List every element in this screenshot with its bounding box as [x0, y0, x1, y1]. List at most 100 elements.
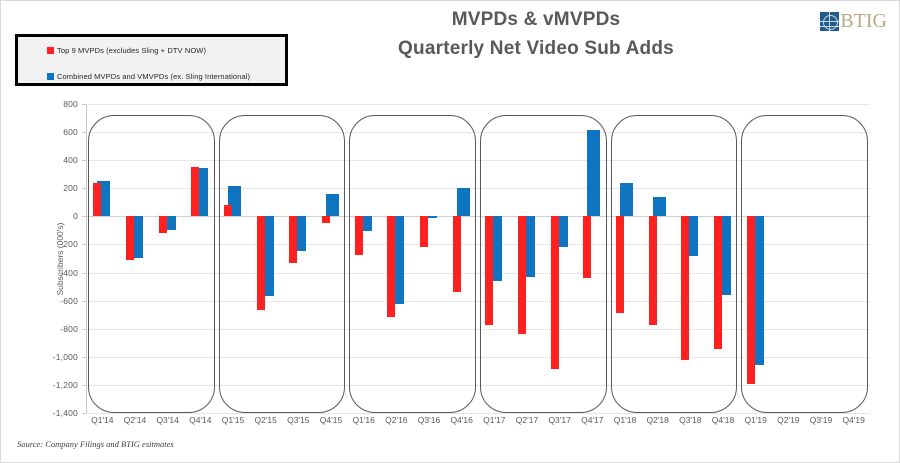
x-tick-label: Q4'15 [319, 415, 343, 425]
gridline [86, 104, 870, 105]
bar-top9-mvpd [583, 216, 592, 279]
x-tick-label: Q3'18 [679, 415, 702, 425]
bar-top9-mvpd [224, 205, 232, 217]
bar-top9-mvpd [158, 216, 167, 233]
bar-combined-mvpd-vmvpd [620, 182, 633, 217]
gridline [86, 132, 870, 134]
x-tick-label: Q2'17 [515, 415, 539, 425]
x-tick-label: Q4'14 [189, 415, 212, 425]
bar-combined-mvpd-vmvpd [326, 193, 339, 217]
gridline [86, 272, 870, 274]
y-tick-mark [82, 356, 86, 358]
y-tick-label: -1,000 [52, 351, 78, 362]
legend-label-combined: Combined MVPDs and VMVPDs (ex. Sling Int… [57, 71, 251, 81]
bar-top9-mvpd [485, 216, 494, 326]
bar-top9-mvpd [420, 216, 428, 247]
bar-top9-mvpd [550, 216, 559, 369]
bar-combined-mvpd-vmvpd [652, 196, 666, 217]
legend-item-combined: Combined MVPDs and VMVPDs (ex. Sling Int… [18, 63, 285, 89]
bar-top9-mvpd [387, 216, 396, 318]
chart-legend: Top 9 MVPDs (excludes Sling + DTV NOW) C… [15, 34, 288, 86]
bar-top9-mvpd [93, 182, 102, 217]
legend-swatch-red [47, 46, 54, 54]
x-tick-label: Q1'16 [352, 415, 375, 425]
x-tick-label: Q2'15 [254, 415, 277, 425]
bar-top9-mvpd [681, 216, 690, 361]
y-tick-mark [82, 132, 86, 134]
legend-swatch-blue [47, 72, 54, 80]
btig-logo: BTIG [820, 10, 887, 32]
y-tick-label: -1,200 [52, 379, 78, 390]
bar-top9-mvpd [322, 216, 330, 224]
gridline [86, 160, 870, 162]
x-tick-label: Q4'17 [581, 415, 604, 425]
y-tick-label: -600 [60, 295, 78, 306]
y-tick-label: 600 [63, 127, 78, 138]
y-tick-label: 200 [63, 183, 78, 194]
x-tick-label: Q3'17 [548, 415, 571, 425]
title-line-2: Quarterly Net Video Sub Adds [398, 38, 674, 59]
y-tick-mark [82, 104, 86, 105]
x-tick-label: Q1'17 [483, 415, 506, 425]
bar-top9-mvpd [354, 216, 363, 255]
y-tick-mark [82, 216, 86, 218]
x-tick-label: Q4'16 [450, 415, 473, 425]
x-tick-label: Q4'18 [711, 415, 735, 425]
bar-top9-mvpd [452, 216, 461, 293]
x-tick-label: Q1'19 [744, 415, 767, 425]
y-tick-label: 400 [63, 155, 78, 166]
x-tick-label: Q4'19 [842, 415, 865, 425]
y-tick-label: -1,400 [52, 408, 78, 418]
btig-globe-mark-icon [820, 11, 840, 31]
gridline [86, 188, 870, 190]
chart-title: MVPDs & vMVPDs Quarterly Net Video Sub A… [301, 5, 771, 63]
x-tick-label: Q2'18 [646, 415, 669, 425]
x-tick-label: Q2'16 [385, 415, 408, 425]
legend-item-top9: Top 9 MVPDs (excludes Sling + DTV NOW) [18, 37, 285, 63]
plot-area: Subscribers (000's) 800 600 400 200 0 -200 -40… [53, 99, 870, 418]
y-tick-mark [82, 272, 86, 274]
x-tick-label: Q2'19 [777, 415, 800, 425]
bar-top9-mvpd [714, 216, 722, 350]
y-tick-label: -400 [60, 267, 78, 278]
y-tick-label: -200 [60, 239, 78, 250]
bar-top9-mvpd [256, 216, 265, 311]
x-tick-label: Q3'15 [287, 415, 310, 425]
x-tick-label: Q3'19 [809, 415, 833, 425]
x-tick-label: Q3'16 [417, 415, 441, 425]
gridline [86, 328, 870, 330]
title-line-1: MVPDs & vMVPDs [451, 9, 621, 30]
y-tick-mark [82, 188, 86, 190]
y-tick-label: 800 [63, 99, 78, 109]
x-tick-label: Q1'15 [221, 415, 245, 425]
y-tick-mark [82, 244, 86, 246]
y-tick-mark [82, 160, 86, 162]
bar-top9-mvpd [126, 216, 134, 260]
x-tick-label: Q2'14 [123, 415, 147, 425]
gridline [86, 384, 870, 386]
bar-top9-mvpd [191, 166, 200, 217]
legend-label-top9: Top 9 MVPDs (excludes Sling + DTV NOW) [57, 45, 207, 55]
y-tick-mark [82, 300, 86, 302]
gridline [86, 244, 870, 246]
bar-combined-mvpd-vmvpd [424, 216, 437, 218]
bar-combined-mvpd-vmvpd [456, 188, 470, 217]
bar-top9-mvpd [616, 216, 624, 313]
bar-combined-mvpd-vmvpd [587, 129, 601, 217]
source-note: Source: Company Filings and BTIG esitmat… [17, 439, 174, 449]
gridline [86, 356, 870, 358]
y-tick-mark [82, 328, 86, 330]
y-tick-mark [82, 413, 86, 414]
gridline [86, 216, 870, 218]
y-tick-label: 0 [73, 211, 78, 222]
bar-top9-mvpd [648, 216, 657, 326]
bar-top9-mvpd [746, 216, 755, 385]
bar-top9-mvpd [518, 216, 526, 334]
x-tick-label: Q1'14 [91, 415, 114, 425]
gridline [86, 300, 870, 302]
gridline [86, 413, 870, 414]
x-tick-label: Q3'14 [156, 415, 179, 425]
x-tick-label: Q1'18 [613, 415, 637, 425]
btig-wordmark: BTIG [840, 10, 887, 32]
